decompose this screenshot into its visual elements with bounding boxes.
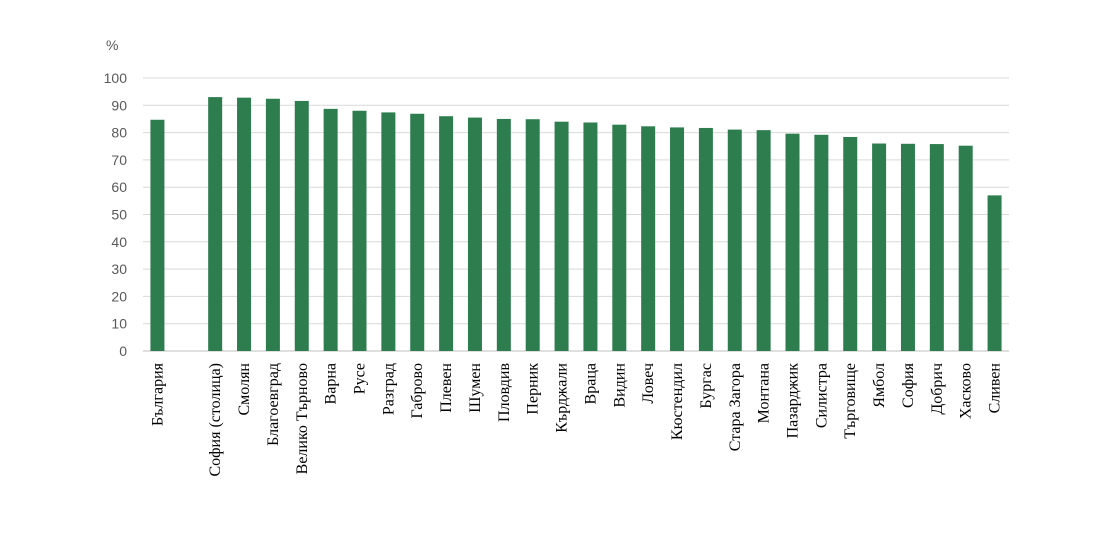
bar — [265, 98, 280, 351]
x-category-label: Хасково — [958, 363, 975, 419]
y-tick-label: 20 — [111, 288, 127, 304]
bar — [814, 134, 829, 351]
y-tick-label: 100 — [104, 70, 128, 86]
bars — [150, 97, 1002, 352]
x-category-label: Пловдив — [496, 363, 513, 422]
x-category-label: Шумен — [467, 363, 484, 413]
y-tick-label: 60 — [111, 179, 127, 195]
bar — [670, 127, 685, 352]
y-axis-ticks: 0 10 20 30 40 50 60 70 80 90 100 — [104, 70, 128, 359]
x-category-label: Добрич — [929, 363, 946, 415]
x-category-label: Кърджали — [554, 363, 571, 433]
x-category-label: България — [149, 362, 166, 426]
bar — [727, 129, 742, 351]
y-tick-label: 80 — [111, 125, 127, 141]
bar — [612, 124, 627, 351]
x-category-label: Благоевград — [265, 363, 282, 446]
bar — [698, 127, 713, 351]
x-category-label: Ямбол — [871, 363, 888, 408]
bar — [785, 133, 800, 351]
x-category-label: Велико Търново — [294, 363, 311, 474]
x-category-label: Смолян — [236, 363, 253, 416]
gridlines — [143, 77, 1009, 352]
x-category-label: Варна — [323, 363, 340, 404]
y-tick-label: 50 — [111, 207, 127, 223]
x-category-label: Кюстендил — [669, 363, 686, 440]
x-category-label: Габрово — [409, 363, 426, 419]
bar — [843, 136, 858, 351]
x-axis-labels: България София (столица) Смолян Благоевград… — [149, 362, 1003, 476]
bar — [872, 143, 887, 351]
y-tick-label: 10 — [111, 316, 127, 332]
bar — [352, 110, 367, 351]
bar — [323, 108, 338, 351]
x-category-label: Пазарджик — [785, 363, 802, 439]
y-tick-label: 70 — [111, 152, 127, 168]
x-category-label: София (столица) — [207, 363, 224, 477]
bar — [150, 119, 165, 351]
bar — [496, 118, 511, 351]
x-category-label: Враца — [582, 363, 599, 404]
bar — [929, 144, 944, 351]
x-category-label: Ловеч — [640, 363, 657, 404]
x-category-label: Плевен — [438, 363, 455, 413]
bar — [583, 122, 598, 352]
bar — [381, 112, 396, 351]
x-category-label: Видин — [611, 363, 628, 408]
bar — [294, 100, 309, 351]
bar — [439, 116, 454, 351]
x-category-label: София — [900, 362, 917, 408]
bar — [410, 113, 425, 351]
x-category-label: Разград — [380, 363, 397, 415]
x-category-label: Сливен — [987, 363, 1004, 414]
x-category-label: Търговище — [842, 363, 859, 439]
x-category-label: Стара Загора — [727, 363, 744, 451]
x-category-label: Русе — [352, 363, 369, 394]
y-axis-unit-label: % — [106, 37, 118, 53]
bar — [987, 195, 1002, 351]
bar — [958, 145, 973, 351]
y-tick-label: 0 — [119, 343, 127, 359]
bar — [756, 130, 771, 351]
bar — [208, 97, 223, 351]
bar — [641, 126, 656, 351]
x-category-label: Бургас — [698, 363, 715, 409]
y-tick-label: 40 — [111, 234, 127, 250]
x-category-label: Силистра — [813, 363, 830, 428]
bar — [900, 143, 915, 351]
bar — [237, 97, 252, 351]
x-category-label: Перник — [525, 363, 542, 415]
y-tick-label: 90 — [111, 97, 127, 113]
bar — [554, 121, 569, 352]
y-tick-label: 30 — [111, 261, 127, 277]
bar — [467, 117, 482, 352]
x-category-label: Монтана — [756, 363, 773, 423]
bar — [525, 119, 540, 352]
